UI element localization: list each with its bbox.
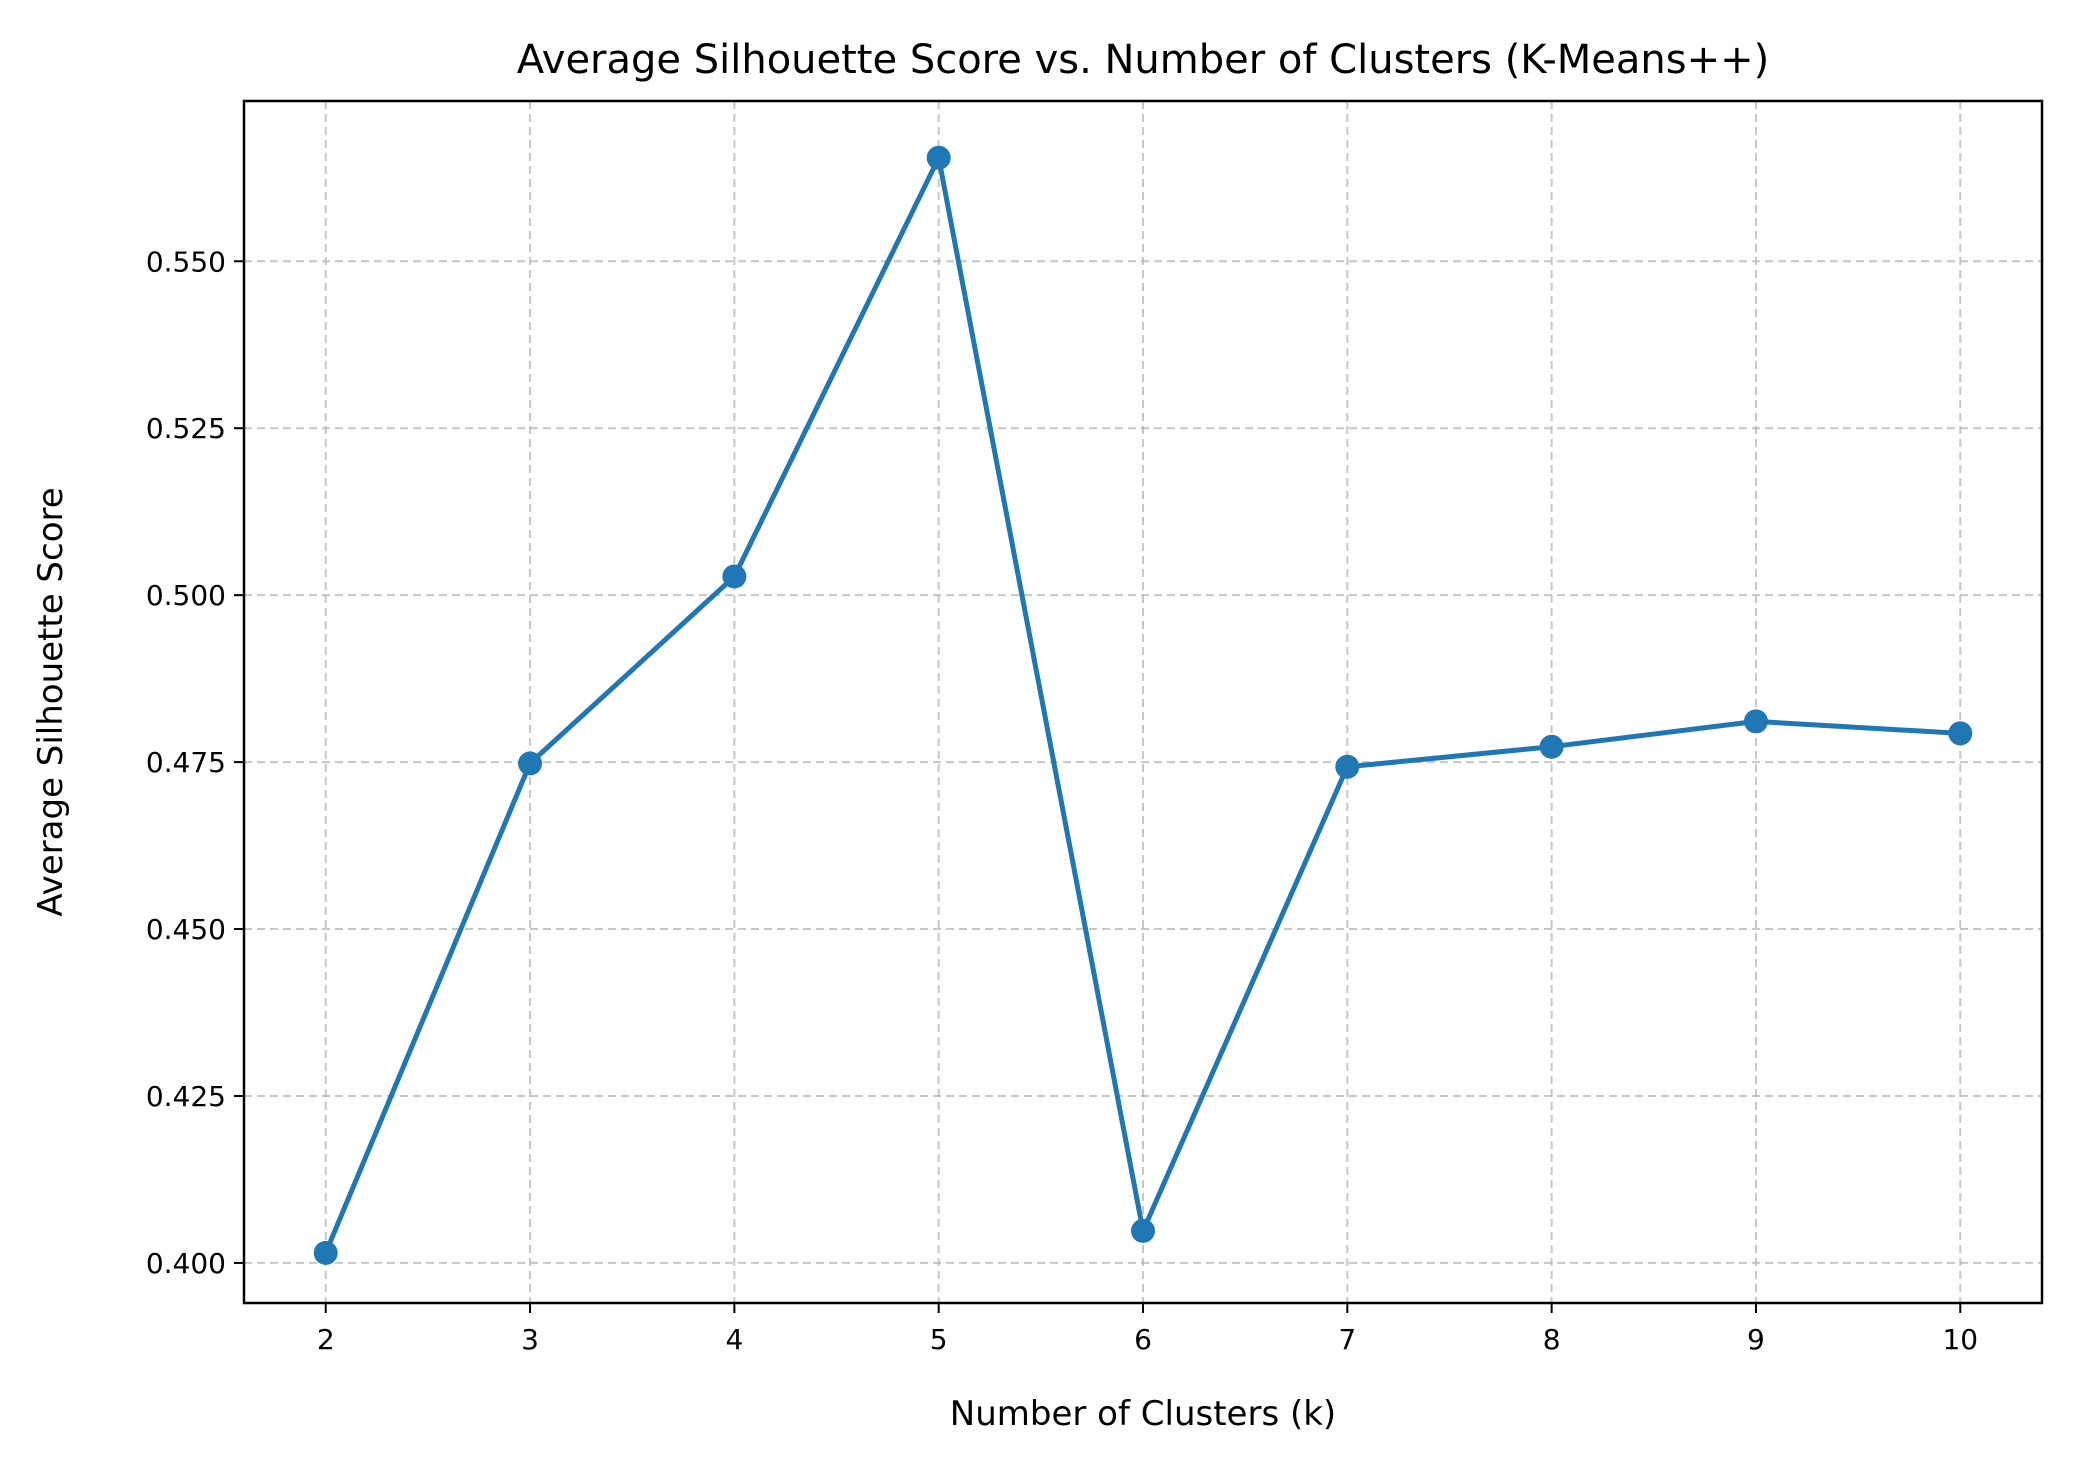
x-axis-label: Number of Clusters (k) (950, 1394, 1336, 1434)
y-tick-label: 0.550 (146, 245, 226, 278)
y-tick-label: 0.425 (146, 1080, 226, 1113)
x-tick-label: 6 (1134, 1323, 1152, 1356)
y-tick-label: 0.475 (146, 746, 226, 779)
chart-title: Average Silhouette Score vs. Number of C… (517, 37, 1769, 83)
data-point (1335, 754, 1360, 779)
data-point (1948, 721, 1973, 746)
x-tick-label: 8 (1543, 1323, 1561, 1356)
series (313, 145, 1973, 1265)
y-tick-label: 0.400 (146, 1247, 226, 1280)
data-point (1743, 709, 1768, 734)
data-point (926, 145, 951, 170)
grid (244, 101, 2042, 1303)
data-point (518, 751, 543, 776)
x-tick-label: 5 (930, 1323, 948, 1356)
y-tick-label: 0.500 (146, 579, 226, 612)
data-point (313, 1240, 338, 1265)
x-tick-label: 9 (1747, 1323, 1765, 1356)
data-point (1539, 734, 1564, 759)
x-tick-label: 4 (725, 1323, 743, 1356)
ticks: 2 3 4 5 6 7 8 9 10 0.400 0.425 0.450 0.475 0.500 0.525… (146, 245, 1978, 1356)
plot-frame (242, 99, 2044, 1305)
y-axis-label: Average Silhouette Score (31, 487, 71, 916)
y-tick-label: 0.450 (146, 913, 226, 946)
x-tick-label: 7 (1338, 1323, 1356, 1356)
x-tick-label: 10 (1942, 1323, 1978, 1356)
data-point (1131, 1218, 1155, 1243)
x-tick-label: 3 (521, 1323, 539, 1356)
x-tick-label: 2 (317, 1323, 335, 1356)
data-point (722, 564, 747, 589)
y-tick-label: 0.525 (146, 412, 226, 445)
